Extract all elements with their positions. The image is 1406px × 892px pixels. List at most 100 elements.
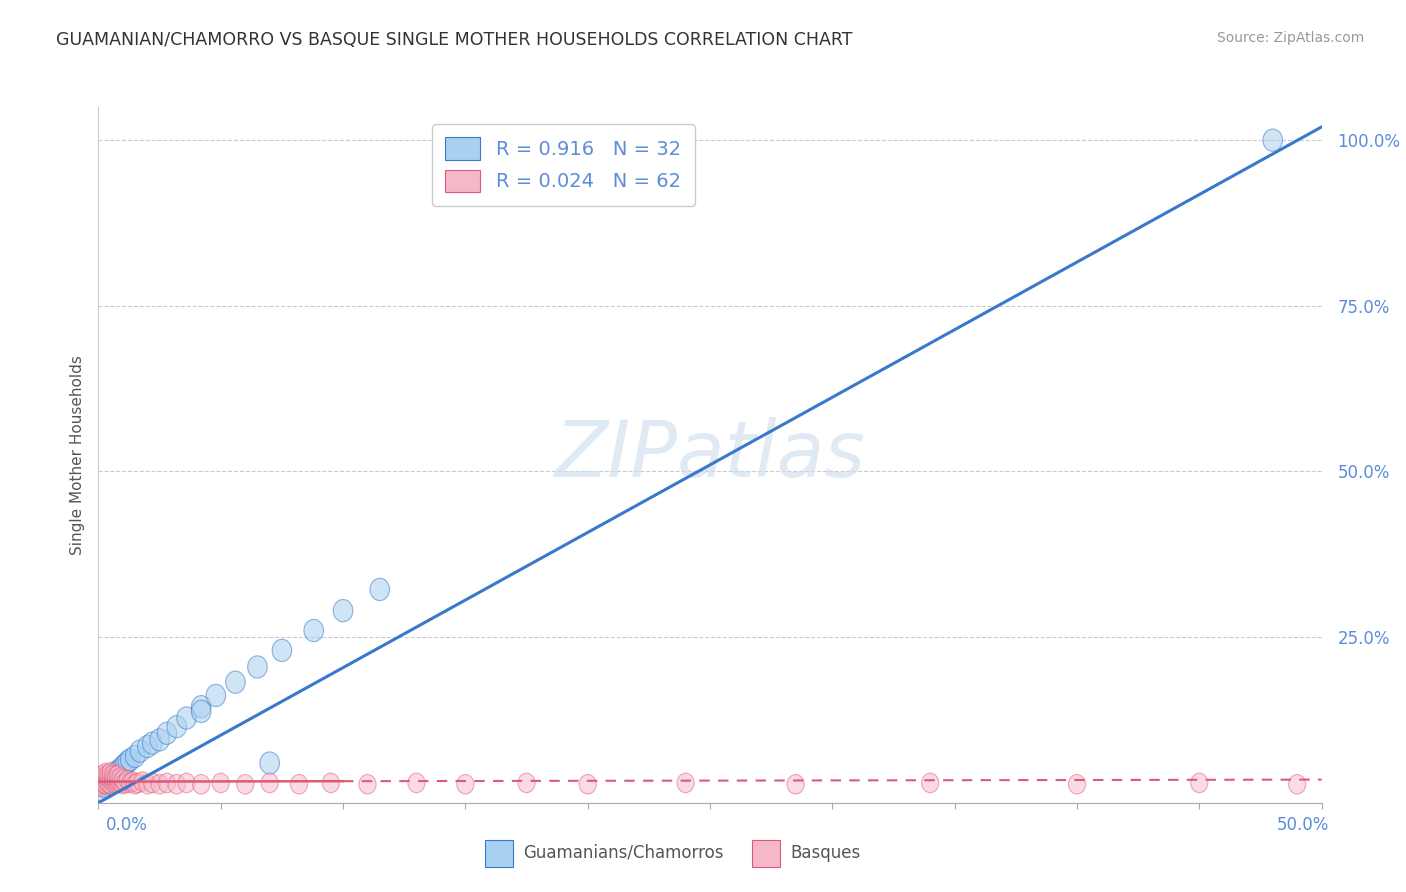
Ellipse shape: [100, 773, 117, 793]
Ellipse shape: [225, 671, 245, 693]
Ellipse shape: [787, 774, 804, 794]
Ellipse shape: [260, 752, 280, 774]
Ellipse shape: [517, 773, 536, 793]
Text: Guamanians/Chamorros: Guamanians/Chamorros: [523, 844, 724, 862]
Ellipse shape: [114, 770, 131, 789]
Ellipse shape: [111, 758, 131, 780]
Ellipse shape: [127, 774, 143, 794]
Ellipse shape: [131, 740, 150, 763]
Ellipse shape: [1263, 129, 1282, 152]
Ellipse shape: [125, 746, 145, 767]
Ellipse shape: [1069, 774, 1085, 794]
Ellipse shape: [107, 770, 124, 789]
Ellipse shape: [94, 765, 112, 785]
Text: 50.0%: 50.0%: [1277, 816, 1329, 834]
Ellipse shape: [94, 768, 112, 788]
Ellipse shape: [112, 768, 129, 788]
Ellipse shape: [193, 774, 209, 794]
Ellipse shape: [97, 764, 114, 782]
Ellipse shape: [129, 773, 146, 793]
Ellipse shape: [94, 772, 112, 790]
Text: GUAMANIAN/CHAMORRO VS BASQUE SINGLE MOTHER HOUSEHOLDS CORRELATION CHART: GUAMANIAN/CHAMORRO VS BASQUE SINGLE MOTH…: [56, 31, 853, 49]
Ellipse shape: [247, 656, 267, 678]
Ellipse shape: [117, 773, 134, 793]
Text: Basques: Basques: [790, 844, 860, 862]
Ellipse shape: [98, 766, 118, 789]
Ellipse shape: [103, 766, 120, 786]
Ellipse shape: [191, 696, 211, 718]
Ellipse shape: [105, 762, 125, 784]
Ellipse shape: [579, 774, 596, 794]
Ellipse shape: [97, 770, 114, 789]
Y-axis label: Single Mother Households: Single Mother Households: [69, 355, 84, 555]
Ellipse shape: [104, 773, 122, 793]
Ellipse shape: [1289, 774, 1306, 794]
Ellipse shape: [112, 756, 132, 778]
Ellipse shape: [115, 753, 135, 775]
Ellipse shape: [104, 765, 122, 785]
Ellipse shape: [169, 774, 186, 794]
Ellipse shape: [120, 771, 136, 790]
Ellipse shape: [103, 764, 122, 786]
Ellipse shape: [922, 773, 939, 793]
Ellipse shape: [122, 773, 139, 793]
Ellipse shape: [291, 774, 308, 794]
Ellipse shape: [121, 748, 141, 771]
Ellipse shape: [103, 763, 120, 782]
Ellipse shape: [157, 723, 177, 744]
Ellipse shape: [93, 774, 110, 794]
Legend: R = 0.916   N = 32, R = 0.024   N = 62: R = 0.916 N = 32, R = 0.024 N = 62: [432, 124, 695, 205]
Ellipse shape: [103, 774, 120, 794]
Ellipse shape: [304, 619, 323, 641]
Ellipse shape: [333, 599, 353, 622]
Ellipse shape: [150, 774, 169, 794]
Ellipse shape: [101, 765, 121, 788]
Ellipse shape: [110, 765, 127, 785]
Text: Source: ZipAtlas.com: Source: ZipAtlas.com: [1216, 31, 1364, 45]
FancyBboxPatch shape: [752, 840, 780, 867]
Ellipse shape: [150, 729, 169, 751]
Ellipse shape: [107, 773, 124, 793]
Ellipse shape: [1191, 773, 1208, 793]
Ellipse shape: [97, 774, 114, 794]
Ellipse shape: [94, 775, 112, 797]
Ellipse shape: [94, 773, 112, 793]
Ellipse shape: [177, 706, 197, 729]
Ellipse shape: [107, 766, 124, 786]
Ellipse shape: [100, 764, 117, 784]
Ellipse shape: [93, 770, 110, 789]
Ellipse shape: [91, 773, 108, 793]
Ellipse shape: [110, 769, 127, 789]
Ellipse shape: [159, 773, 176, 793]
Ellipse shape: [93, 777, 110, 796]
Ellipse shape: [114, 774, 131, 794]
Text: 0.0%: 0.0%: [105, 816, 148, 834]
Ellipse shape: [143, 773, 160, 793]
Ellipse shape: [262, 773, 278, 793]
Ellipse shape: [112, 773, 129, 793]
Ellipse shape: [212, 773, 229, 793]
Ellipse shape: [104, 769, 122, 789]
Ellipse shape: [138, 735, 157, 757]
Ellipse shape: [96, 769, 115, 790]
Ellipse shape: [100, 768, 117, 788]
Ellipse shape: [322, 773, 339, 793]
Ellipse shape: [191, 700, 211, 723]
Ellipse shape: [370, 578, 389, 600]
Ellipse shape: [236, 774, 253, 794]
Ellipse shape: [273, 640, 291, 662]
Ellipse shape: [134, 772, 150, 791]
Ellipse shape: [142, 732, 162, 755]
Ellipse shape: [124, 772, 141, 791]
Ellipse shape: [207, 684, 225, 706]
Ellipse shape: [103, 770, 120, 789]
Ellipse shape: [179, 773, 195, 793]
Ellipse shape: [457, 774, 474, 794]
Ellipse shape: [359, 774, 375, 794]
Ellipse shape: [678, 773, 695, 793]
Ellipse shape: [110, 773, 127, 793]
Ellipse shape: [139, 774, 156, 794]
Ellipse shape: [118, 750, 138, 772]
Text: ZIPatlas: ZIPatlas: [554, 417, 866, 493]
Ellipse shape: [408, 773, 425, 793]
